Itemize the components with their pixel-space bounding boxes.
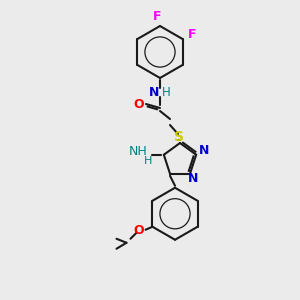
- Text: N: N: [149, 85, 159, 98]
- Text: F: F: [188, 28, 197, 41]
- Text: H: H: [144, 156, 152, 166]
- Text: S: S: [174, 130, 184, 144]
- Text: H: H: [162, 86, 170, 100]
- Text: F: F: [153, 10, 161, 22]
- Text: N: N: [199, 144, 209, 157]
- Text: N: N: [188, 172, 198, 185]
- Text: O: O: [134, 98, 144, 110]
- Text: O: O: [133, 224, 144, 237]
- Text: NH: NH: [128, 145, 147, 158]
